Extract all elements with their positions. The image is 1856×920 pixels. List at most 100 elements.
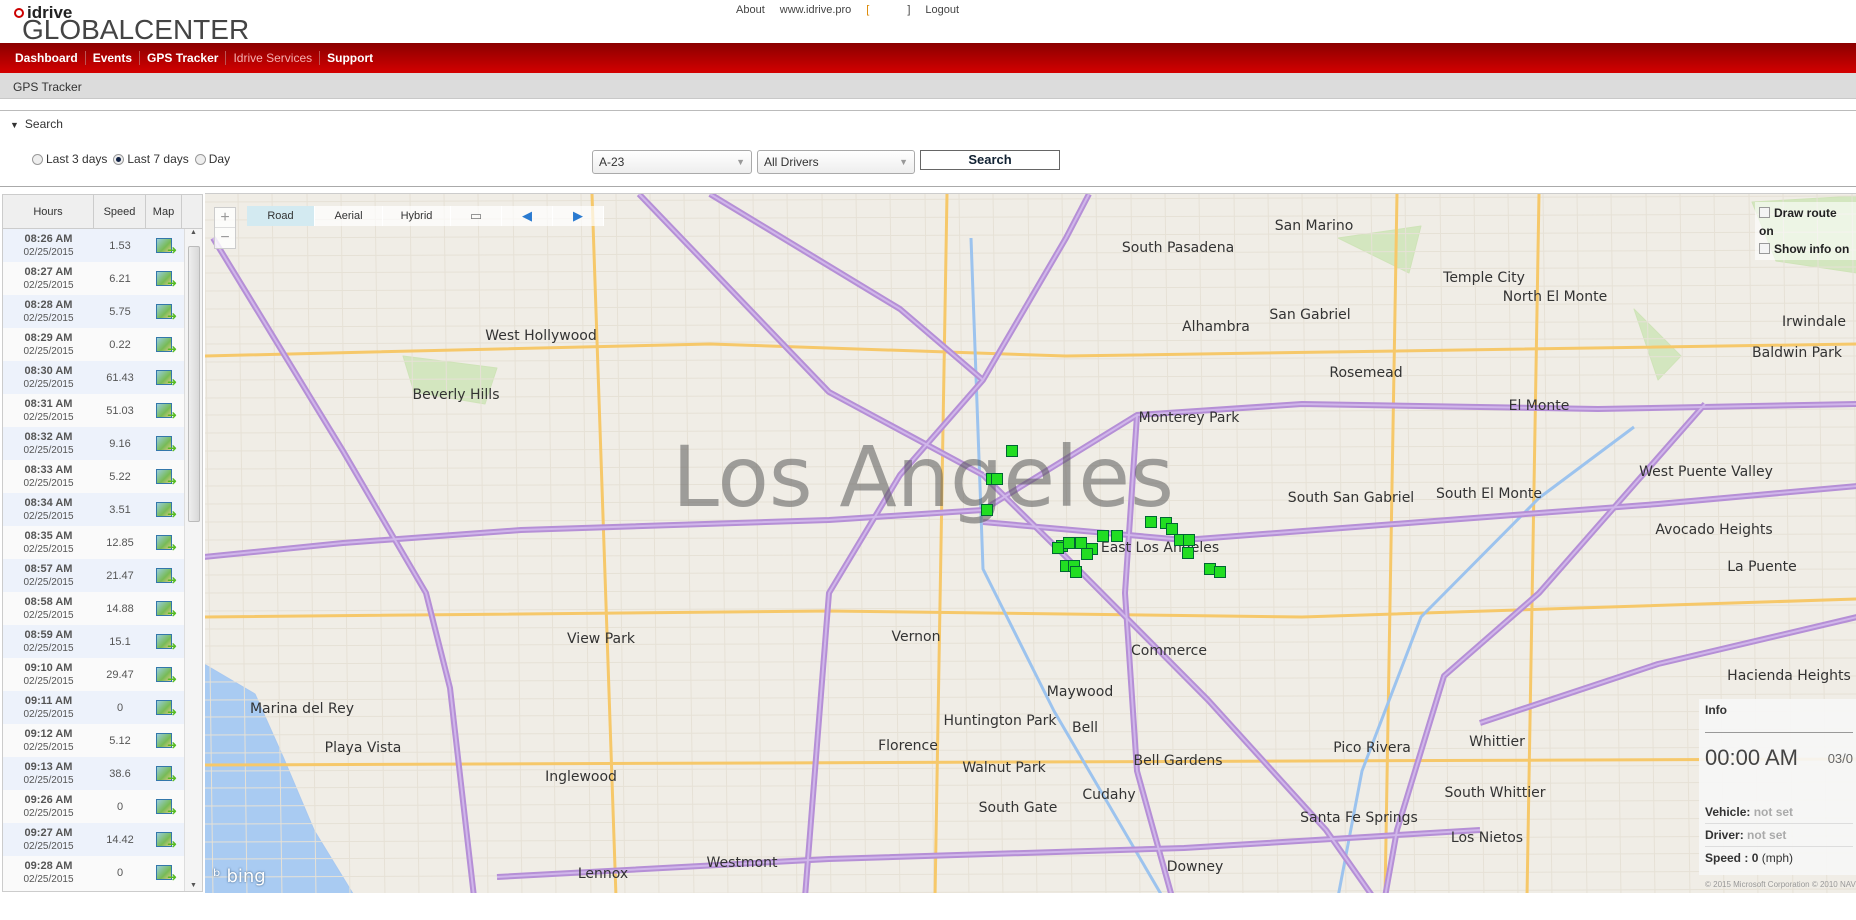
show-on-map-icon[interactable]	[156, 370, 177, 389]
route-point-marker[interactable]	[1052, 542, 1064, 554]
col-speed[interactable]: Speed	[94, 195, 146, 228]
row-speed: 3.51	[109, 503, 131, 516]
zoom-in-button[interactable]: +	[215, 208, 235, 228]
table-row[interactable]: 08:30 AM 02/25/2015 61.43	[3, 361, 202, 394]
speed-label: Speed :	[1705, 851, 1749, 865]
scroll-down-icon[interactable]: ▼	[190, 882, 197, 889]
search-button[interactable]: Search	[920, 150, 1060, 170]
show-on-map-icon[interactable]	[156, 403, 177, 422]
show-on-map-icon[interactable]	[156, 271, 177, 290]
map-type-road[interactable]: Road	[247, 206, 315, 226]
show-on-map-icon[interactable]	[156, 700, 177, 719]
site-link[interactable]: www.idrive.pro	[779, 4, 852, 16]
radio-last-7-days[interactable]: Last 7 days	[113, 152, 189, 166]
map-place-label: South El Monte	[1436, 486, 1542, 502]
driver-select[interactable]: All Drivers ▼	[757, 150, 915, 174]
table-row[interactable]: 08:26 AM 02/25/2015 1.53	[3, 229, 202, 262]
table-row[interactable]: 09:10 AM 02/25/2015 29.47	[3, 658, 202, 691]
nav-idrive-services[interactable]: Idrive Services	[226, 51, 321, 65]
table-scrollbar[interactable]: ▲ ▼	[184, 229, 202, 891]
show-on-map-icon[interactable]	[156, 436, 177, 455]
route-point-marker[interactable]	[991, 473, 1003, 485]
zoom-out-button[interactable]: −	[220, 229, 230, 246]
show-on-map-icon[interactable]	[156, 832, 177, 851]
scroll-thumb[interactable]	[188, 246, 200, 522]
route-point-marker[interactable]	[981, 504, 993, 516]
scroll-up-icon[interactable]: ▲	[190, 229, 197, 236]
about-link[interactable]: About	[736, 4, 765, 16]
show-info-checkbox[interactable]: Show info on	[1759, 240, 1852, 258]
table-row[interactable]: 08:33 AM 02/25/2015 5.22	[3, 460, 202, 493]
map-place-label: Cudahy	[1082, 787, 1136, 803]
show-on-map-icon[interactable]	[156, 667, 177, 686]
route-point-marker[interactable]	[1063, 537, 1075, 549]
vehicle-select[interactable]: A-23 ▼	[592, 150, 752, 174]
table-row[interactable]: 08:58 AM 02/25/2015 14.88	[3, 592, 202, 625]
route-point-marker[interactable]	[1097, 530, 1109, 542]
table-row[interactable]: 08:27 AM 02/25/2015 6.21	[3, 262, 202, 295]
radio-last-3-days[interactable]: Last 3 days	[32, 152, 107, 166]
route-point-marker[interactable]	[1145, 516, 1157, 528]
table-row[interactable]: 08:32 AM 02/25/2015 9.16	[3, 427, 202, 460]
route-point-marker[interactable]	[1111, 530, 1123, 542]
show-on-map-icon[interactable]	[156, 568, 177, 587]
nav-events[interactable]: Events	[86, 51, 141, 65]
route-point-marker[interactable]	[1183, 534, 1195, 546]
table-row[interactable]: 08:57 AM 02/25/2015 21.47	[3, 559, 202, 592]
show-on-map-icon[interactable]	[156, 799, 177, 818]
street	[1164, 194, 1176, 893]
table-row[interactable]: 09:26 AM 02/25/2015 0	[3, 790, 202, 823]
map[interactable]: Los Angeles Beverly Hills West Hollywood S…	[205, 193, 1856, 893]
show-on-map-icon[interactable]	[156, 502, 177, 521]
table-row[interactable]: 08:59 AM 02/25/2015 15.1	[3, 625, 202, 658]
table-row[interactable]: 09:27 AM 02/25/2015 14.42	[3, 823, 202, 856]
route-point-marker[interactable]	[1006, 445, 1018, 457]
table-row[interactable]: 08:29 AM 02/25/2015 0.22	[3, 328, 202, 361]
col-map[interactable]: Map	[146, 195, 182, 228]
show-on-map-icon[interactable]	[156, 634, 177, 653]
map-place-label: Florence	[878, 738, 938, 754]
presentation-icon[interactable]: ▭	[451, 206, 502, 226]
arrow-left-icon[interactable]: ◀	[502, 206, 553, 226]
search-toggle[interactable]: ▼ Search	[10, 117, 63, 131]
row-date: 02/25/2015	[23, 279, 74, 291]
table-row[interactable]: 09:13 AM 02/25/2015 38.6	[3, 757, 202, 790]
arrow-right-icon[interactable]: ▶	[553, 206, 604, 226]
bracket-open: [	[866, 4, 870, 16]
map-type-aerial[interactable]: Aerial	[315, 206, 383, 226]
show-on-map-icon[interactable]	[156, 865, 177, 884]
route-point-marker[interactable]	[1081, 548, 1093, 560]
arterial-road	[205, 597, 1856, 619]
show-on-map-icon[interactable]	[156, 766, 177, 785]
logout-link[interactable]: Logout	[925, 4, 960, 16]
nav-gps-tracker[interactable]: GPS Tracker	[140, 51, 227, 65]
radio-day[interactable]: Day	[194, 152, 230, 166]
nav-support[interactable]: Support	[327, 51, 374, 65]
show-on-map-icon[interactable]	[156, 733, 177, 752]
col-hours[interactable]: Hours	[3, 195, 94, 228]
table-row[interactable]: 08:31 AM 02/25/2015 51.03	[3, 394, 202, 427]
street	[205, 781, 1856, 789]
table-row[interactable]: 08:35 AM 02/25/2015 12.85	[3, 526, 202, 559]
draw-route-checkbox[interactable]: Draw route on	[1759, 206, 1837, 238]
route-point-marker[interactable]	[1166, 523, 1178, 535]
show-on-map-icon[interactable]	[156, 601, 177, 620]
show-on-map-icon[interactable]	[156, 337, 177, 356]
show-on-map-icon[interactable]	[156, 469, 177, 488]
show-on-map-icon[interactable]	[156, 304, 177, 323]
show-on-map-icon[interactable]	[156, 238, 177, 257]
table-row[interactable]: 08:34 AM 02/25/2015 3.51	[3, 493, 202, 526]
route-point-marker[interactable]	[1182, 547, 1194, 559]
map-place-label: Irwindale	[1781, 314, 1847, 330]
table-row[interactable]: 09:28 AM 02/25/2015 0	[3, 856, 202, 889]
route-point-marker[interactable]	[1070, 566, 1082, 578]
nav-dashboard[interactable]: Dashboard	[8, 51, 86, 65]
map-type-hybrid[interactable]: Hybrid	[383, 206, 451, 226]
table-row[interactable]: 09:11 AM 02/25/2015 0	[3, 691, 202, 724]
show-on-map-icon[interactable]	[156, 535, 177, 554]
table-row[interactable]: 09:12 AM 02/25/2015 5.12	[3, 724, 202, 757]
table-row[interactable]: 08:28 AM 02/25/2015 5.75	[3, 295, 202, 328]
row-date: 02/25/2015	[23, 477, 74, 489]
route-point-marker[interactable]	[1214, 566, 1226, 578]
street	[205, 639, 1856, 647]
